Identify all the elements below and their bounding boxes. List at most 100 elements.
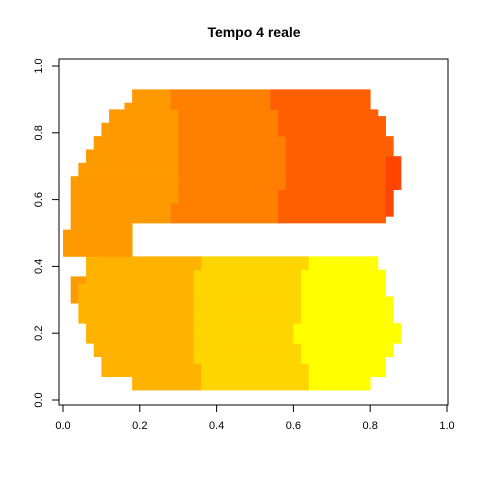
heatmap-cell [93, 142, 179, 150]
heatmap-cell [193, 303, 302, 311]
heatmap-cell [78, 283, 194, 291]
heatmap-cell [193, 316, 302, 324]
heatmap-cell [193, 283, 302, 291]
heatmap-cell [285, 182, 386, 190]
heatmap-cell [170, 89, 271, 97]
heatmap-cell [86, 269, 194, 277]
heatmap-cell [109, 116, 179, 124]
heatmap-cell [293, 329, 402, 337]
heatmap-cell [308, 383, 371, 391]
heatmap-cell [193, 343, 302, 351]
heatmap-cell [385, 156, 402, 164]
heatmap-cell [193, 309, 302, 317]
heatmap-cell [70, 182, 179, 190]
heatmap-cell [385, 196, 394, 204]
heatmap-cell [178, 109, 279, 117]
heatmap-cell [301, 309, 394, 317]
heatmap-cell [70, 283, 79, 291]
heatmap-cell [70, 296, 79, 304]
heatmap-cell [78, 296, 194, 304]
heatmap-cell [170, 202, 279, 211]
heatmap-cell [308, 369, 386, 378]
heatmap-cell [178, 169, 287, 177]
heatmap-cell [63, 236, 133, 244]
heatmap-cell [385, 209, 394, 217]
heatmap-cell [178, 176, 287, 184]
heatmap-cell [70, 196, 179, 204]
heatmap-cell [63, 229, 133, 237]
heatmap-cell [193, 323, 294, 331]
heatmap-cell [285, 142, 394, 150]
heatmap-cell [132, 89, 171, 97]
heatmap-cell [193, 296, 302, 304]
heatmap-cell [132, 383, 202, 391]
heatmap-cell [285, 176, 386, 184]
heatmap-cell [285, 162, 386, 170]
x-tick-label: 0.8 [363, 420, 378, 432]
heatmap-cell [178, 196, 279, 204]
heatmap-cell [101, 129, 179, 137]
heatmap-cell [86, 323, 194, 331]
heatmap-cell [308, 363, 386, 371]
heatmap-cell [86, 149, 179, 157]
heatmap-cell [301, 349, 394, 357]
heatmap-cell [201, 369, 310, 378]
heatmap-cell [301, 276, 386, 284]
heatmap-cell [201, 383, 310, 391]
heatmap-cell [63, 243, 133, 251]
heatmap-cell [301, 289, 386, 297]
heatmap-cell [178, 116, 279, 124]
heatmap-cell [101, 363, 202, 371]
heatmap-cell [78, 289, 194, 297]
y-tick-label: 0.2 [33, 326, 45, 341]
heatmap-cell [78, 162, 179, 170]
y-tick-label: 1.0 [33, 58, 45, 73]
heatmap-cell [278, 109, 379, 117]
heatmap-cell [178, 129, 279, 137]
heatmap-cell [385, 162, 402, 170]
heatmap-cell [270, 89, 371, 97]
heatmap-cell [385, 202, 394, 211]
heatmap-cell [93, 136, 179, 144]
heatmap-cell [178, 122, 279, 130]
heatmap-cell [86, 256, 202, 264]
heatmap-cell [308, 256, 379, 264]
heatmap-cell [301, 269, 386, 277]
x-tick-label: 1.0 [439, 420, 454, 432]
heatmap-cell [78, 303, 194, 311]
heatmap-cell [70, 209, 171, 217]
heatmap-cell [193, 356, 302, 364]
heatmap-cell [285, 156, 386, 164]
x-tick-label: 0.4 [209, 420, 224, 432]
heatmap-cell [385, 176, 402, 184]
heatmap-cell [301, 316, 394, 324]
heatmap-cell [193, 276, 302, 284]
heatmap-cell [70, 176, 179, 184]
heatmap-cell [178, 182, 287, 190]
heatmap-cell [178, 136, 287, 144]
heatmap-cell [78, 309, 194, 317]
heatmap-cell [193, 289, 302, 297]
heatmap-cell [132, 96, 171, 104]
heatmap-cell [193, 269, 302, 277]
heatmap-cell [70, 189, 179, 197]
heatmap-cell [70, 222, 133, 231]
heatmap-cell [70, 202, 171, 211]
heatmap-cell [201, 263, 310, 271]
heatmap-cell [285, 149, 386, 157]
heatmap-cell [201, 256, 310, 264]
heatmap-cell [201, 363, 310, 371]
heatmap-cell [193, 336, 294, 344]
heatmap-cell [293, 323, 402, 331]
heatmap-cell [170, 209, 279, 217]
heatmap-cell [170, 102, 271, 110]
heatmap-cell [285, 136, 394, 144]
heatmap-cell [270, 96, 371, 104]
heatmap-cell [70, 216, 171, 224]
heatmap-cell [178, 149, 287, 157]
heatmap-cell [278, 122, 386, 130]
y-axis: 0.0 0.2 0.4 0.6 0.8 1.0 [33, 58, 60, 408]
heatmap-cell [109, 109, 179, 117]
y-tick-label: 0.4 [33, 259, 45, 274]
heatmap-cell [78, 316, 194, 324]
